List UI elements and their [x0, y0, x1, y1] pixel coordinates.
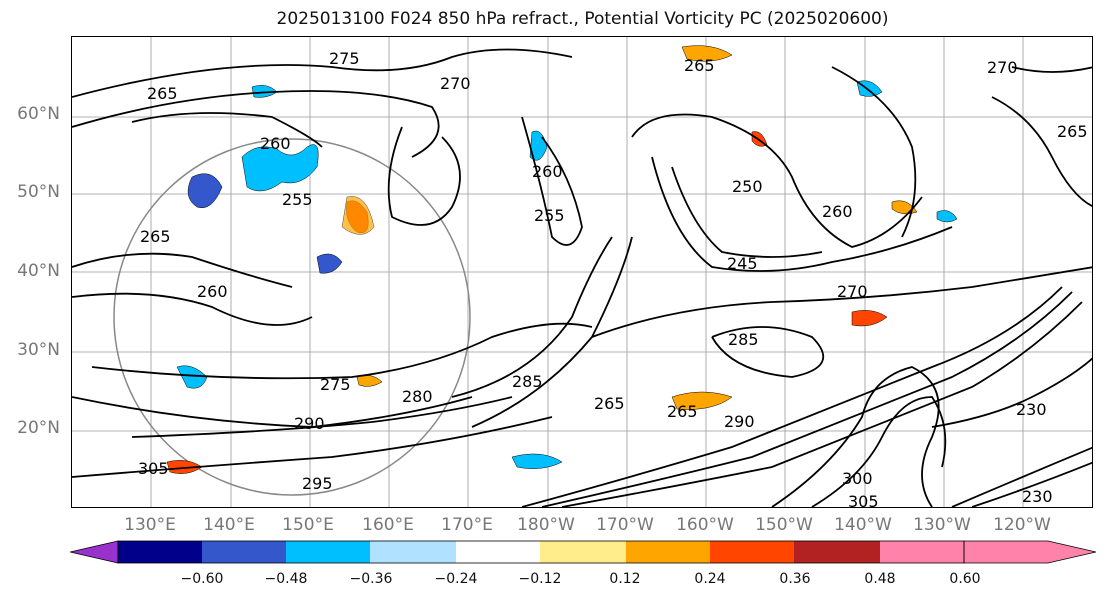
colorbar-swatch	[540, 541, 626, 563]
lon-label: 140°W	[834, 515, 892, 535]
lon-label: 150°E	[282, 515, 334, 535]
lon-label: 130°W	[913, 515, 971, 535]
contour-label-group: 275 270 265 265 260 255 260 255 250 260 …	[138, 49, 1088, 508]
colorbar-frame	[117, 540, 965, 564]
colorbar-tick: −0.12	[518, 571, 562, 587]
colorbar-swatch	[202, 541, 286, 563]
contour-label: 270	[987, 58, 1018, 77]
lat-label: 50°N	[17, 182, 60, 202]
contour-label: 280	[402, 387, 433, 406]
lon-label: 180°W	[517, 515, 575, 535]
contour-label: 250	[732, 177, 763, 196]
colorbar-swatch	[880, 541, 964, 563]
contour-label: 290	[294, 414, 325, 433]
colorbar-tick: −0.60	[180, 571, 224, 587]
range-circle	[113, 138, 471, 496]
lon-label: 170°E	[441, 515, 493, 535]
lat-label: 20°N	[17, 418, 60, 438]
lat-label: 60°N	[17, 104, 60, 124]
contour-label: 245	[727, 254, 758, 273]
colorbar-swatch	[794, 541, 880, 563]
contour-label: 255	[534, 206, 565, 225]
contour-label: 265	[667, 402, 698, 421]
lon-label: 150°W	[755, 515, 813, 535]
contour-label: 290	[724, 412, 755, 431]
contour-label: 230	[1016, 400, 1047, 419]
contour-label: 260	[532, 162, 563, 181]
colorbar-tick: 0.36	[779, 571, 811, 587]
contour-label: 265	[594, 394, 625, 413]
contour-label: 230	[1022, 487, 1053, 506]
lon-label: 160°W	[676, 515, 734, 535]
contour-label: 305	[848, 492, 879, 508]
contour-label: 265	[1057, 122, 1088, 141]
contour-label: 260	[197, 282, 228, 301]
colorbar-tick: 0.60	[949, 571, 981, 587]
lon-label: 120°W	[993, 515, 1051, 535]
contour-label: 285	[728, 330, 759, 349]
graticule	[72, 37, 1092, 507]
colorbar-tick: 0.24	[694, 571, 726, 587]
contour-label: 260	[822, 202, 853, 221]
lon-label: 130°E	[124, 515, 176, 535]
contour-label: 275	[329, 49, 360, 68]
lon-label: 140°E	[203, 515, 255, 535]
colorbar-extend-right	[963, 540, 1096, 564]
colorbar-tick: −0.48	[264, 571, 308, 587]
contour-label: 300	[842, 469, 873, 488]
colorbar-extend-left	[70, 540, 119, 564]
colorbar-swatch	[456, 541, 540, 563]
contour-label: 270	[837, 282, 868, 301]
lat-label: 40°N	[17, 261, 60, 281]
contour-label: 270	[440, 74, 471, 93]
lon-label: 170°W	[596, 515, 654, 535]
colorbar-swatch	[370, 541, 456, 563]
contour-label: 255	[282, 190, 313, 209]
colorbar-tick: 0.48	[864, 571, 896, 587]
map-panel: 275 270 265 265 260 255 260 255 250 260 …	[71, 36, 1093, 508]
contour-label: 305	[138, 459, 169, 478]
colorbar-tick: 0.12	[609, 571, 641, 587]
contour-label: 285	[512, 372, 543, 391]
colorbar-tick: −0.24	[434, 571, 478, 587]
colorbar-swatch	[626, 541, 710, 563]
map-svg: 275 270 265 265 260 255 260 255 250 260 …	[72, 37, 1092, 508]
colorbar	[70, 540, 1096, 564]
colorbar-swatch	[710, 541, 794, 563]
pv-patches	[166, 45, 958, 474]
lat-label: 30°N	[17, 340, 60, 360]
contour-label: 265	[147, 84, 178, 103]
contour-label: 260	[260, 134, 291, 153]
contour-label: 275	[320, 375, 351, 394]
chart-title: 2025013100 F024 850 hPa refract., Potent…	[276, 9, 889, 29]
contour-label: 265	[140, 227, 171, 246]
contour-label: 295	[302, 474, 333, 493]
lon-label: 160°E	[362, 515, 414, 535]
colorbar-tick: −0.36	[349, 571, 393, 587]
refract-contours	[72, 48, 1092, 507]
colorbar-swatch	[286, 541, 370, 563]
contour-label: 265	[684, 56, 715, 75]
colorbar-swatch	[118, 541, 202, 563]
